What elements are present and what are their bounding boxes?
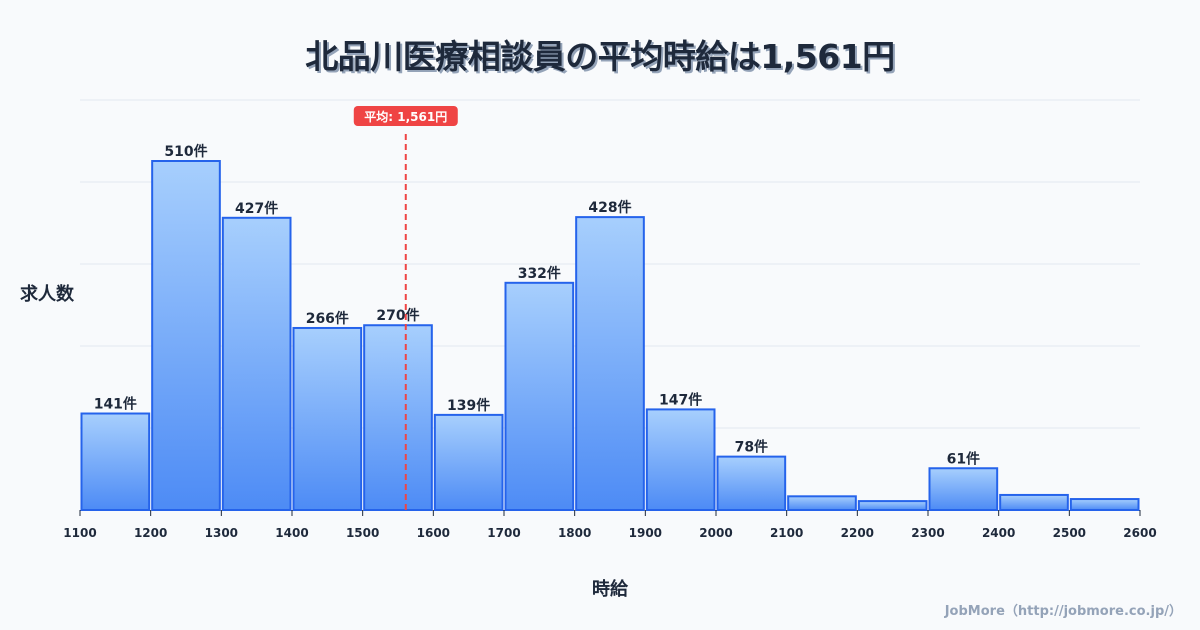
histogram-bar — [575, 216, 645, 511]
bar-value-label: 510件 — [164, 143, 207, 160]
bar-value-label: 428件 — [588, 199, 631, 216]
x-tick-label: 2600 — [1123, 526, 1156, 540]
bar-value-label: 61件 — [947, 450, 980, 467]
histogram-bar — [928, 467, 999, 512]
x-tick-label: 2400 — [982, 526, 1015, 540]
histogram-bar — [999, 493, 1069, 512]
bar-value-label: 78件 — [735, 439, 768, 456]
chart-title: 北品川医療相談員の平均時給は1,561円 — [305, 37, 895, 76]
histogram-bar — [80, 412, 151, 512]
x-tick-label: 1800 — [558, 526, 591, 540]
x-tick-label: 1400 — [275, 526, 308, 540]
bar-value-label: 266件 — [306, 310, 349, 327]
x-tick-label: 2200 — [841, 526, 874, 540]
mean-badge-label: 平均: 1,561円 — [364, 109, 447, 124]
bar-value-label: 147件 — [659, 391, 702, 408]
histogram-bar — [645, 408, 716, 511]
x-axis-label: 時給 — [592, 579, 628, 600]
x-tick-label: 1700 — [487, 526, 520, 540]
x-tick-label: 1300 — [205, 526, 238, 540]
mean-badge — [353, 106, 458, 126]
histogram-bar — [363, 324, 433, 511]
histogram-bar — [221, 216, 292, 511]
x-tick-label: 2000 — [699, 526, 732, 540]
x-tick-label: 1600 — [417, 526, 450, 540]
x-tick-label: 1500 — [346, 526, 379, 540]
y-axis-label: 求人数 — [20, 284, 74, 305]
bar-value-label: 332件 — [518, 265, 561, 282]
histogram-bar — [151, 160, 221, 511]
x-tick-label: 2100 — [770, 526, 803, 540]
histogram-bar — [292, 326, 363, 511]
histogram-bar — [1069, 498, 1140, 512]
bar-value-label: 141件 — [94, 396, 137, 413]
x-tick-label: 2500 — [1053, 526, 1086, 540]
x-axis: 1100 1200 1300 1400 1500 1600 1700 1800 1900 2000… — [63, 510, 1157, 540]
bars: 141件 510件 427件 266件 270件 139件 332件 428件 147件 78件 6… — [80, 143, 1140, 512]
mean-marker: 平均: 1,561円 — [353, 106, 458, 510]
bar-value-label: 139件 — [447, 397, 490, 414]
histogram-bar — [787, 495, 857, 511]
histogram-bar — [433, 413, 504, 512]
bar-value-label: 427件 — [235, 200, 278, 217]
bar-value-label: 270件 — [376, 307, 419, 324]
x-tick-label: 1100 — [63, 526, 96, 540]
x-tick-label: 2300 — [911, 526, 944, 540]
x-tick-label: 1200 — [134, 526, 167, 540]
x-tick-label: 1900 — [629, 526, 662, 540]
source-credit: JobMore（http://jobmore.co.jp/） — [944, 604, 1182, 619]
histogram-bar — [716, 455, 787, 512]
histogram-bar — [504, 281, 575, 511]
histogram-bar — [857, 500, 928, 511]
